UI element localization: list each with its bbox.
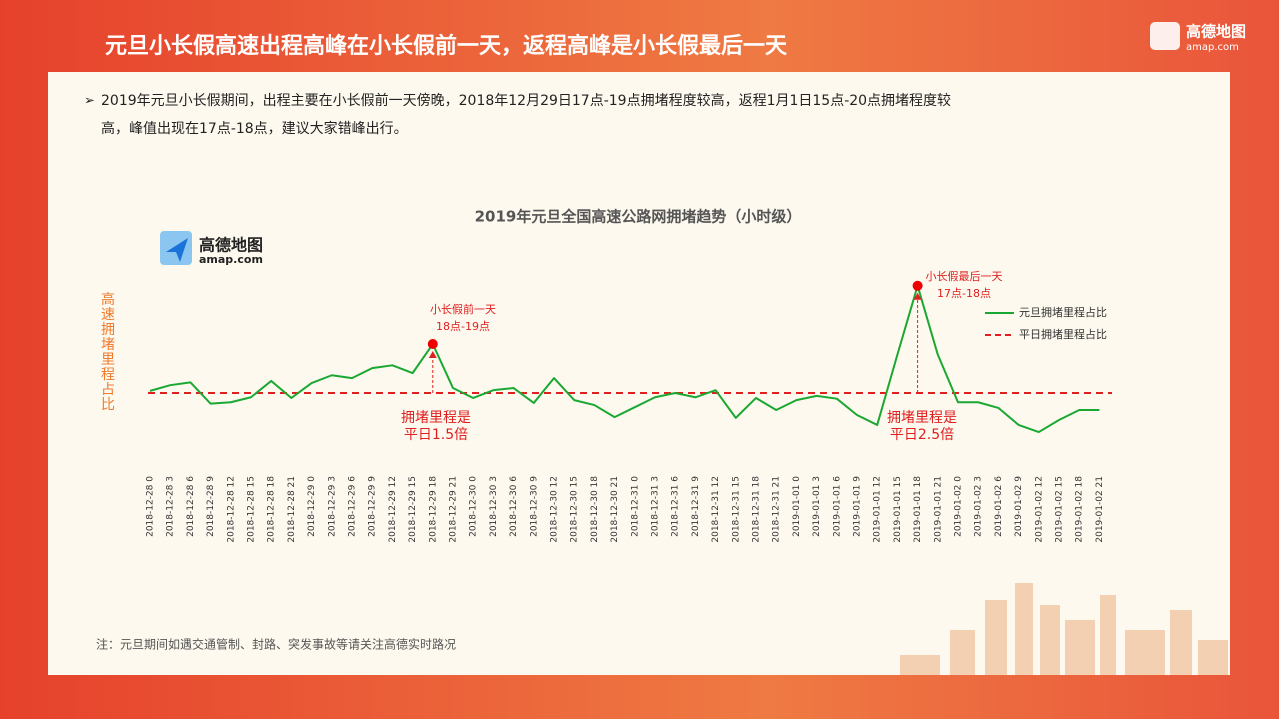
x-tick-label: 2018-12-30 9	[529, 476, 539, 537]
x-tick-label: 2019-01-01 15	[893, 476, 903, 543]
annotation-note: 平日2.5倍	[890, 427, 954, 443]
x-tick-label: 2018-12-31 21	[772, 476, 782, 543]
x-tick-label: 2018-12-31 6	[671, 476, 681, 537]
x-tick-label: 2018-12-29 9	[368, 476, 378, 537]
annotation-note: 平日1.5倍	[404, 427, 468, 443]
x-tick-label: 2019-01-02 12	[1034, 476, 1044, 543]
x-tick-label: 2018-12-29 15	[408, 476, 418, 543]
x-tick-label: 2018-12-28 21	[287, 476, 297, 543]
bullet-mark: ➢	[84, 94, 95, 109]
x-tick-label: 2019-01-01 21	[933, 476, 943, 543]
arrow-head	[913, 292, 922, 300]
x-tick-label: 2018-12-28 18	[267, 476, 277, 543]
x-tick-label: 2018-12-29 12	[388, 476, 398, 543]
panel	[48, 72, 1230, 675]
chart: 高速拥堵里程占比 2018-12-28 0 2018-12-28 3 2018-12-…	[101, 269, 1112, 543]
x-tick-label: 2018-12-29 6	[348, 476, 358, 537]
x-tick-label: 2018-12-30 21	[610, 476, 620, 543]
x-tick-label: 2018-12-29 18	[428, 476, 438, 543]
x-tick-label: 2019-01-02 9	[1014, 476, 1024, 537]
bullet-line: 2019年元旦小长假期间，出程主要在小长假前一天傍晚，2018年12月29日17…	[101, 92, 951, 109]
x-tick-label: 2018-12-29 3	[327, 476, 337, 537]
x-tick-label: 2018-12-31 9	[691, 476, 701, 537]
x-tick-label: 2018-12-28 6	[186, 476, 196, 537]
legend-label: 平日拥堵里程占比	[1019, 327, 1107, 341]
x-tick-label: 2018-12-28 0	[146, 476, 156, 537]
skyline	[900, 583, 1228, 675]
x-tick-label: 2018-12-31 15	[731, 476, 741, 543]
arrow-head	[428, 351, 437, 359]
x-tick-label: 2019-01-01 18	[913, 476, 923, 543]
x-tick-label: 2018-12-30 12	[550, 476, 560, 543]
x-tick-label: 2018-12-30 3	[489, 476, 499, 537]
annotation-title: 小长假前一天	[430, 302, 496, 316]
bullet-line: 高，峰值出现在17点-18点，建议大家错峰出行。	[101, 120, 408, 137]
x-tick-label: 2018-12-30 6	[509, 476, 519, 537]
x-tick-label: 2019-01-01 9	[853, 476, 863, 537]
x-tick-label: 2019-01-01 3	[812, 476, 822, 537]
x-tick-label: 2018-12-30 15	[570, 476, 580, 543]
logo-sub: amap.com	[1186, 42, 1239, 53]
x-tick-label: 2018-12-28 12	[226, 476, 236, 543]
peak-marker	[912, 280, 923, 291]
x-tick-label: 2018-12-31 18	[752, 476, 762, 543]
x-tick-label: 2019-01-02 15	[1055, 476, 1065, 543]
x-tick-label: 2018-12-30 18	[590, 476, 600, 543]
x-tick-label: 2018-12-28 3	[166, 476, 176, 537]
chart-logo-arrow	[166, 238, 188, 262]
x-tick-label: 2018-12-29 21	[449, 476, 459, 543]
legend-label: 元旦拥堵里程占比	[1019, 305, 1107, 319]
x-tick-label: 2019-01-02 6	[994, 476, 1004, 537]
x-tick-label: 2019-01-01 6	[832, 476, 842, 537]
x-tick-label: 2018-12-31 12	[711, 476, 721, 543]
annotation-time: 18点-19点	[436, 320, 490, 333]
x-tick-label: 2018-12-28 9	[206, 476, 216, 537]
annotation-time: 17点-18点	[937, 287, 991, 300]
x-tick-label: 2018-12-28 15	[247, 476, 257, 543]
line-series	[149, 284, 1100, 434]
logo: 高德地图	[1186, 23, 1246, 41]
x-tick-label: 2019-01-01 12	[873, 476, 883, 543]
footnote: 注：元旦期间如遇交通管制、封路、突发事故等请关注高德实时路况	[96, 637, 456, 652]
chart-title: 2019年元旦全国高速公路网拥堵趋势（小时级）	[475, 208, 802, 226]
x-tick-label: 2018-12-29 0	[307, 476, 317, 537]
logo-icon	[1150, 22, 1180, 50]
annotation-note: 拥堵里程是	[887, 410, 957, 426]
annotation-note: 拥堵里程是	[401, 410, 471, 426]
peak-marker	[427, 339, 438, 350]
x-tick-label: 2019-01-02 3	[974, 476, 984, 537]
x-tick-label: 2018-12-31 3	[651, 476, 661, 537]
y-axis-label: 高速拥堵里程占比	[101, 291, 115, 413]
x-tick-label: 2019-01-02 21	[1095, 476, 1105, 543]
chart-logo: 高德地图	[199, 236, 263, 255]
chart-logo-sub: amap.com	[199, 253, 263, 266]
x-tick-label: 2018-12-31 0	[630, 476, 640, 537]
x-tick-label: 2019-01-02 18	[1075, 476, 1085, 543]
slide-title: 元旦小长假高速出程高峰在小长假前一天，返程高峰是小长假最后一天	[105, 33, 788, 59]
annotation-title: 小长假最后一天	[926, 269, 1003, 283]
x-tick-label: 2019-01-02 0	[954, 476, 964, 537]
x-tick-label: 2019-01-01 0	[792, 476, 802, 537]
x-tick-label: 2018-12-30 0	[469, 476, 479, 537]
